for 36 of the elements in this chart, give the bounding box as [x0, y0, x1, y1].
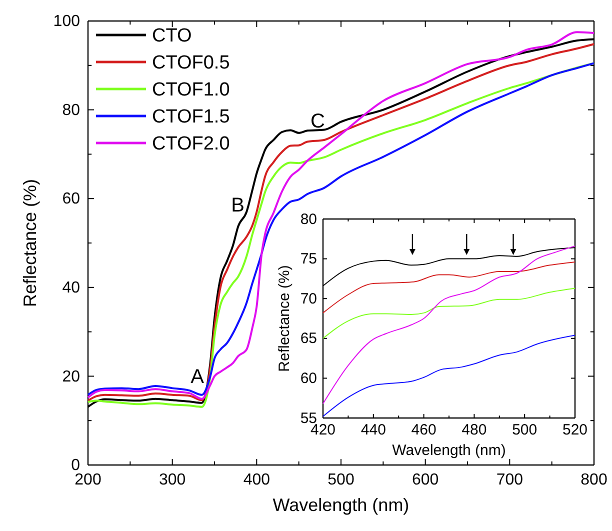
y-axis-title: Reflectance (%) [20, 178, 40, 308]
annotation: C [310, 110, 325, 132]
legend-label: CTOF2.0 [152, 134, 230, 155]
annotation: B [231, 194, 244, 216]
line-series [322, 246, 576, 404]
x-tick-label: 300 [158, 471, 186, 488]
x-tick-label: 600 [412, 471, 439, 488]
legend-label: CTOF1.0 [152, 80, 230, 101]
x-tick-label: 800 [580, 471, 608, 488]
legend-label: CTO [152, 26, 192, 47]
y-tick-label: 40 [62, 280, 80, 297]
annotation: A [190, 366, 205, 388]
y-tick-label: 100 [53, 13, 80, 30]
x-axis-title: Wavelength (nm) [272, 495, 410, 515]
x-tick-label: 520 [562, 422, 588, 439]
legend-label: CTOF1.5 [152, 106, 230, 128]
y-tick-label: 80 [62, 102, 80, 119]
x-tick-label: 440 [360, 422, 386, 439]
y-tick-label: 80 [300, 210, 317, 228]
x-tick-label: 400 [243, 471, 270, 488]
x-tick-label: 700 [496, 471, 524, 488]
x-tick-label: 500 [328, 471, 354, 488]
y-tick-label: 60 [62, 190, 80, 208]
x-tick-label: 500 [512, 422, 538, 439]
x-tick-label: 460 [411, 422, 436, 439]
legend-label: CTOF0.5 [152, 52, 230, 74]
y-tick-label: 75 [300, 250, 317, 268]
y-tick-label: 65 [300, 330, 317, 348]
y-tick-label: 70 [300, 290, 317, 308]
line-series [322, 288, 576, 339]
y-axis-title: Reflectance (%) [276, 265, 293, 372]
y-tick-label: 20 [62, 368, 80, 386]
y-tick-label: 60 [300, 370, 317, 387]
line-series [322, 261, 576, 314]
x-axis-title: Wavelength (nm) [392, 442, 506, 459]
x-tick-label: 480 [462, 422, 487, 439]
